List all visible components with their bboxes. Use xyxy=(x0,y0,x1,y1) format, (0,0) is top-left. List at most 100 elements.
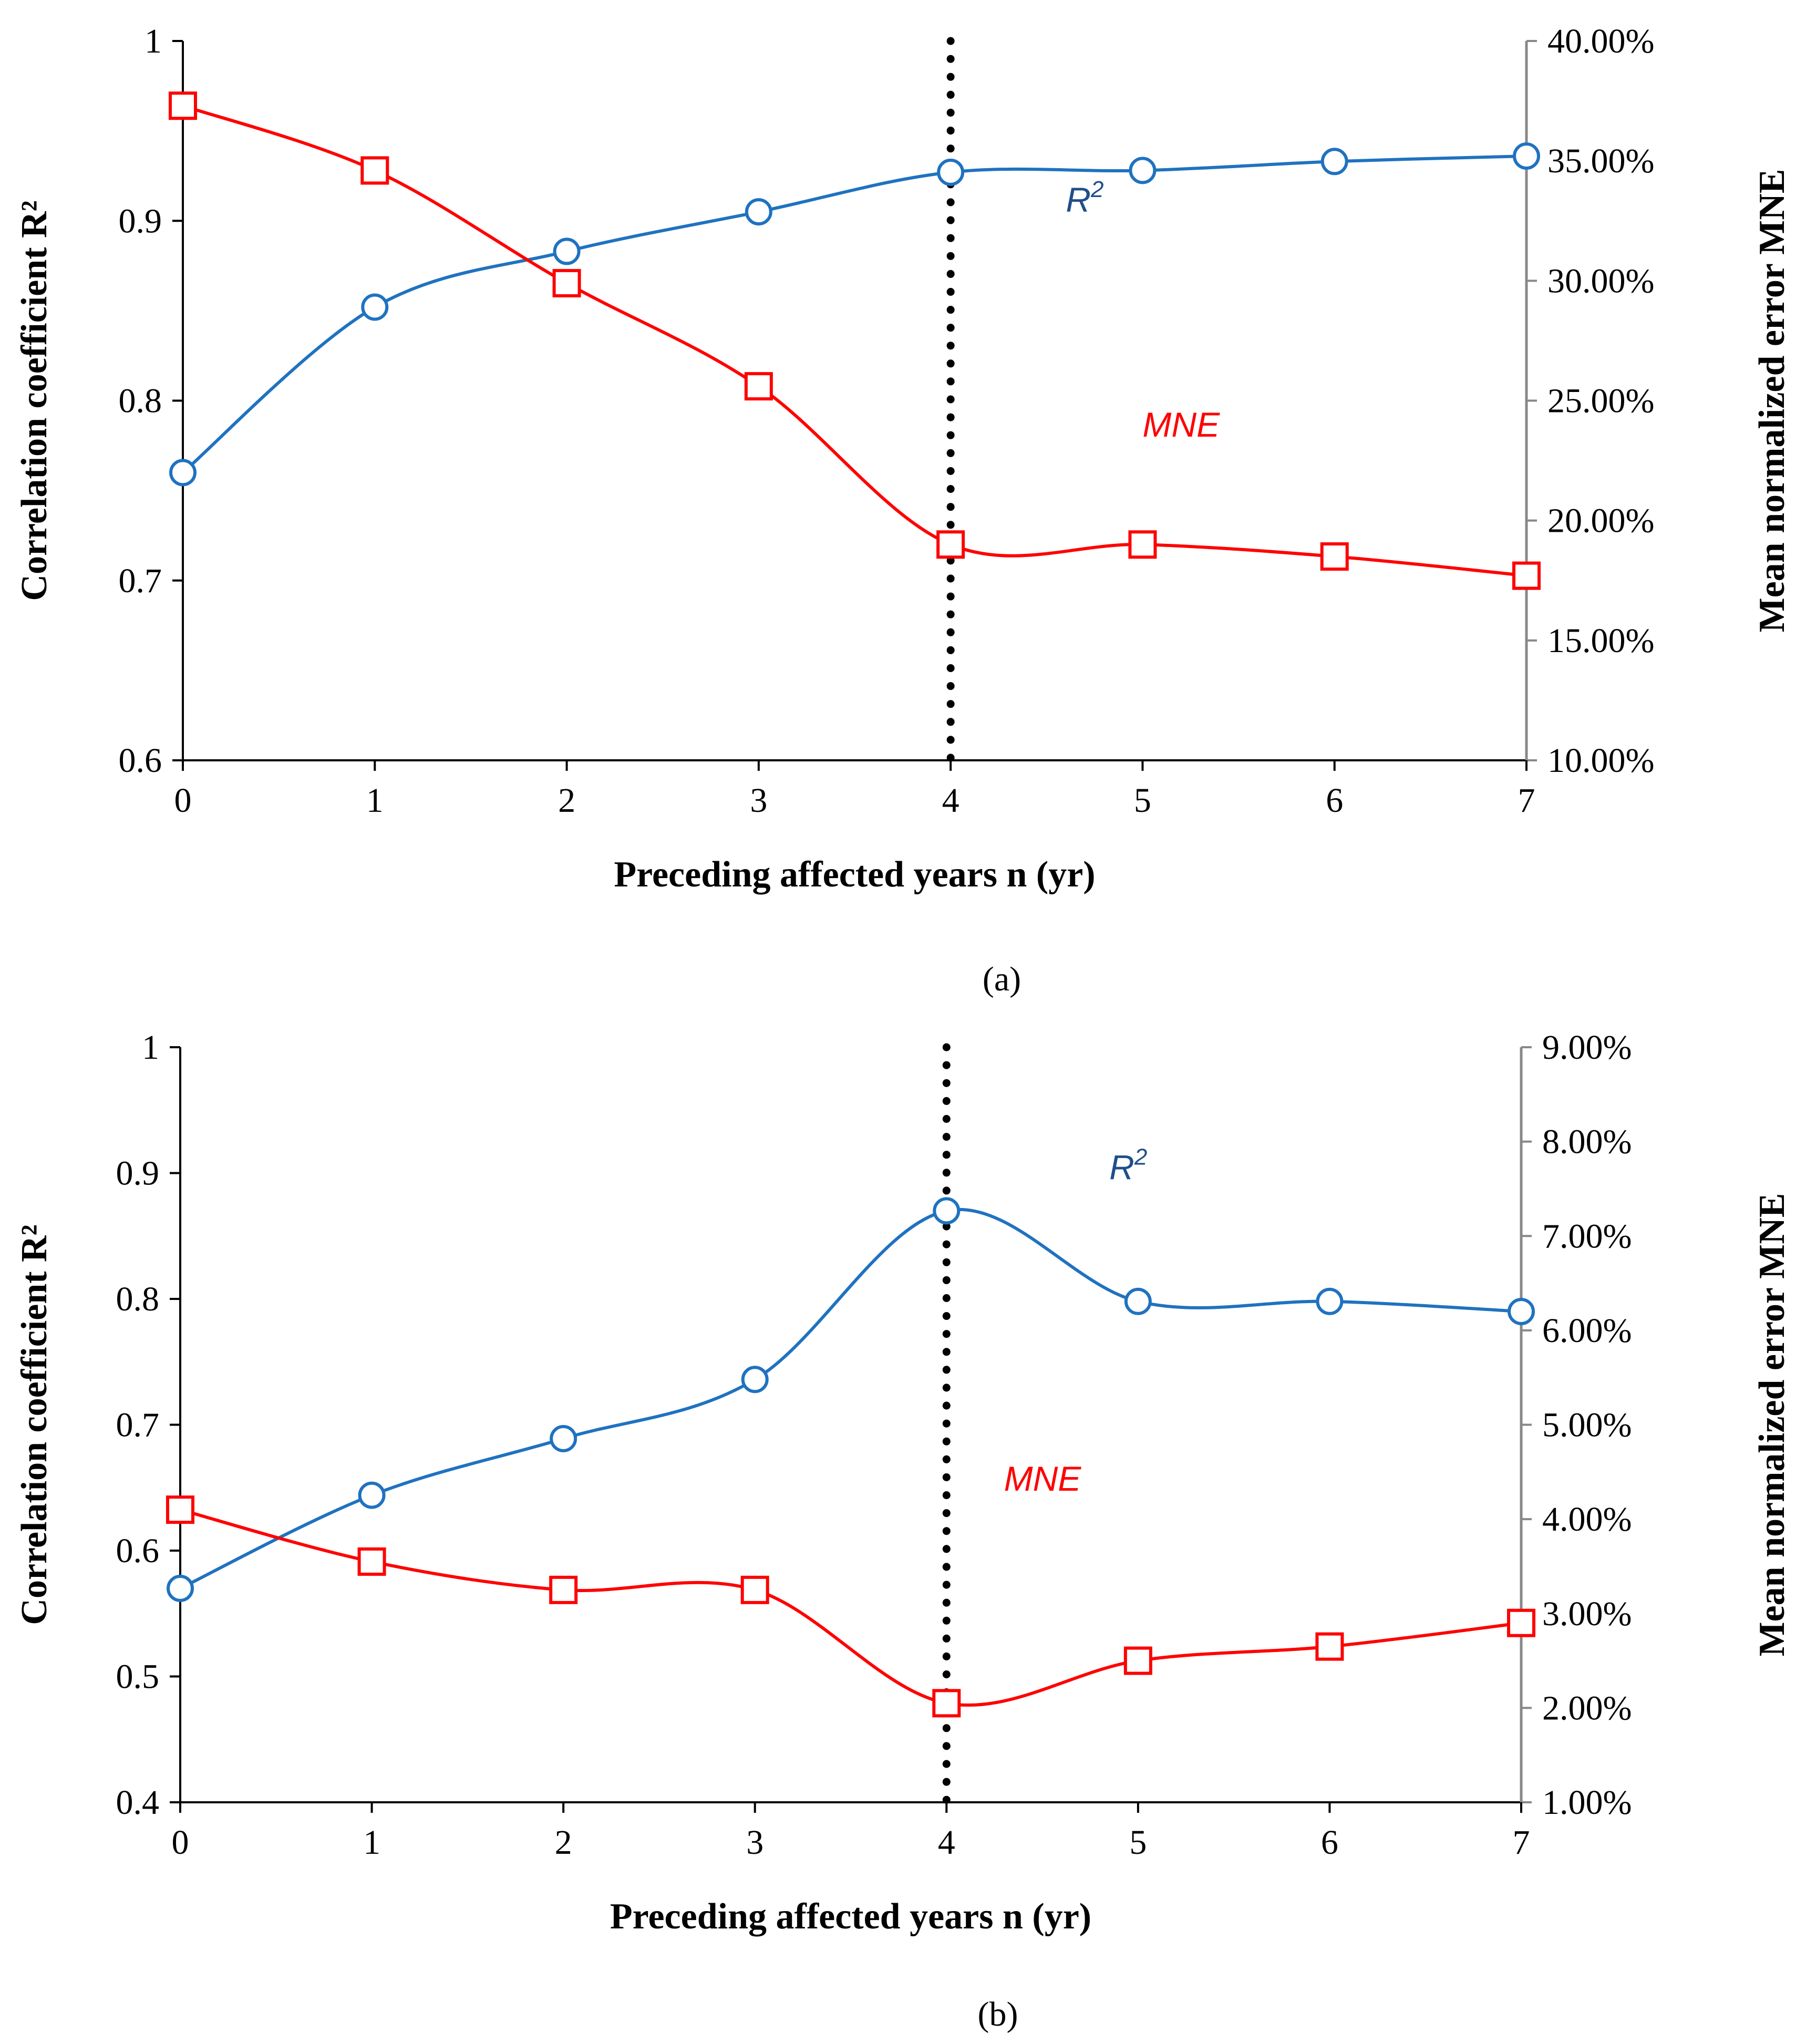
mne-point xyxy=(1128,530,1157,559)
mne-series-line xyxy=(180,1508,1522,1707)
r2-series-line xyxy=(179,1208,1522,1590)
chart-panel-b: 0.4 0.5 0.6 0.7 0.8 0.9 1 1.00% 2.00% 3.00% 4.00% 5… xyxy=(14,1028,1792,2033)
y2-tick-label: 1.00% xyxy=(1542,1783,1632,1822)
x-tick-label: 4 xyxy=(942,781,959,820)
r2-point xyxy=(1124,1287,1152,1315)
y2-tick-label: 20.00% xyxy=(1547,502,1654,540)
mne-label-text: MNE xyxy=(1004,1459,1082,1498)
mne-point xyxy=(936,530,965,559)
x-tick-label: 3 xyxy=(750,781,767,820)
r2-point xyxy=(745,198,772,226)
y2-tick-label: 3.00% xyxy=(1542,1595,1632,1633)
y2-tick-label: 6.00% xyxy=(1542,1312,1632,1350)
panel-label: (b) xyxy=(978,1995,1018,2033)
x-tick-label: 7 xyxy=(1518,781,1535,820)
mne-label-text: MNE xyxy=(1142,405,1220,444)
mne-point xyxy=(166,1495,194,1524)
mne-point xyxy=(552,269,581,297)
y2-tick-label: 40.00% xyxy=(1547,22,1654,60)
r2-point xyxy=(361,293,389,321)
y-tick-label: 0.8 xyxy=(119,382,162,420)
x-tick-label: 6 xyxy=(1321,1823,1338,1862)
x-tick-label: 4 xyxy=(938,1823,955,1862)
x-tick-label: 0 xyxy=(172,1823,189,1862)
r2-point xyxy=(1513,142,1540,170)
mne-series-label: MNE xyxy=(1004,1459,1082,1498)
r2-point xyxy=(553,238,581,265)
mne-point xyxy=(932,1689,961,1718)
r2-point xyxy=(933,1197,961,1225)
x-tick-label: 1 xyxy=(363,1823,380,1862)
r2-point xyxy=(550,1424,577,1452)
mne-point xyxy=(1507,1608,1535,1637)
x-tick-label: 1 xyxy=(366,781,384,820)
y2-tick-label: 15.00% xyxy=(1547,622,1654,660)
mne-series-label: MNE xyxy=(1142,405,1220,444)
y2-tick-label: 8.00% xyxy=(1542,1123,1632,1161)
y-tick-label: 0.9 xyxy=(116,1154,160,1193)
y2-axis-title: Mean normalized error MNE xyxy=(1752,1193,1792,1657)
x-tick-label: 5 xyxy=(1134,781,1151,820)
y-tick-label: 0.4 xyxy=(116,1783,160,1822)
r2-label-superscript: 2 xyxy=(1090,177,1103,202)
y2-tick-label: 5.00% xyxy=(1542,1406,1632,1444)
r2-point xyxy=(169,459,197,487)
y2-axis-title: Mean normalized error MNE xyxy=(1752,169,1792,633)
y2-tick-label: 10.00% xyxy=(1547,741,1654,780)
y2-tick-label: 2.00% xyxy=(1542,1689,1632,1727)
x-tick-label: 2 xyxy=(555,1823,572,1862)
mne-point xyxy=(360,156,389,185)
mne-point xyxy=(744,372,773,401)
y-tick-label: 1 xyxy=(142,1028,159,1067)
x-tick-label: 0 xyxy=(174,781,192,820)
y-tick-label: 0.6 xyxy=(119,741,162,780)
r2-point xyxy=(937,158,965,186)
r2-label-text: R xyxy=(1066,180,1091,219)
r2-series-label: R2 xyxy=(1066,177,1103,219)
y-tick-label: 0.6 xyxy=(116,1532,160,1570)
y-tick-label: 0.7 xyxy=(116,1406,160,1444)
y2-tick-label: 7.00% xyxy=(1542,1217,1632,1255)
r2-series-label: R2 xyxy=(1109,1144,1147,1186)
x-tick-label: 2 xyxy=(558,781,575,820)
mne-point xyxy=(1512,561,1541,590)
mne-point xyxy=(1123,1646,1152,1675)
r2-point xyxy=(167,1574,194,1602)
r2-label-superscript: 2 xyxy=(1134,1144,1147,1170)
chart-panel-a: 0.6 0.7 0.8 0.9 1 10.00% 15.00% 20.00% 25.00% 30.… xyxy=(14,22,1792,998)
y-tick-label: 0.7 xyxy=(119,562,162,600)
r2-point xyxy=(1320,148,1348,176)
x-axis-title: Preceding affected years n (yr) xyxy=(610,1896,1091,1937)
mne-point xyxy=(740,1575,769,1604)
y2-tick-label: 30.00% xyxy=(1547,262,1654,300)
x-tick-label: 3 xyxy=(746,1823,763,1862)
x-tick-label: 6 xyxy=(1326,781,1343,820)
y-tick-label: 0.9 xyxy=(119,202,162,240)
y2-tick-label: 4.00% xyxy=(1542,1500,1632,1539)
y2-tick-label: 35.00% xyxy=(1547,142,1654,180)
r2-point xyxy=(1508,1297,1535,1325)
mne-series-line xyxy=(182,104,1527,577)
r2-point xyxy=(1316,1287,1344,1315)
x-tick-label: 5 xyxy=(1129,1823,1147,1862)
mne-point xyxy=(357,1547,386,1576)
y-axis-title: Correlation coefficient R² xyxy=(14,200,55,601)
x-axis-title: Preceding affected years n (yr) xyxy=(614,854,1095,895)
y-axis-title: Correlation coefficient R² xyxy=(14,1224,55,1625)
y2-tick-label: 25.00% xyxy=(1547,382,1654,420)
mne-point xyxy=(169,91,197,120)
mne-point xyxy=(549,1575,578,1604)
y-tick-label: 0.8 xyxy=(116,1280,160,1318)
r2-point xyxy=(1129,157,1157,184)
r2-point xyxy=(741,1366,769,1393)
x-tick-label: 7 xyxy=(1513,1823,1530,1862)
y2-tick-label: 9.00% xyxy=(1542,1028,1632,1067)
y-tick-label: 1 xyxy=(145,22,162,60)
panel-label: (a) xyxy=(983,960,1021,998)
r2-point xyxy=(358,1481,386,1509)
r2-label-text: R xyxy=(1109,1148,1134,1186)
y-tick-label: 0.5 xyxy=(116,1658,160,1696)
mne-point xyxy=(1315,1632,1344,1661)
mne-point xyxy=(1320,542,1349,571)
